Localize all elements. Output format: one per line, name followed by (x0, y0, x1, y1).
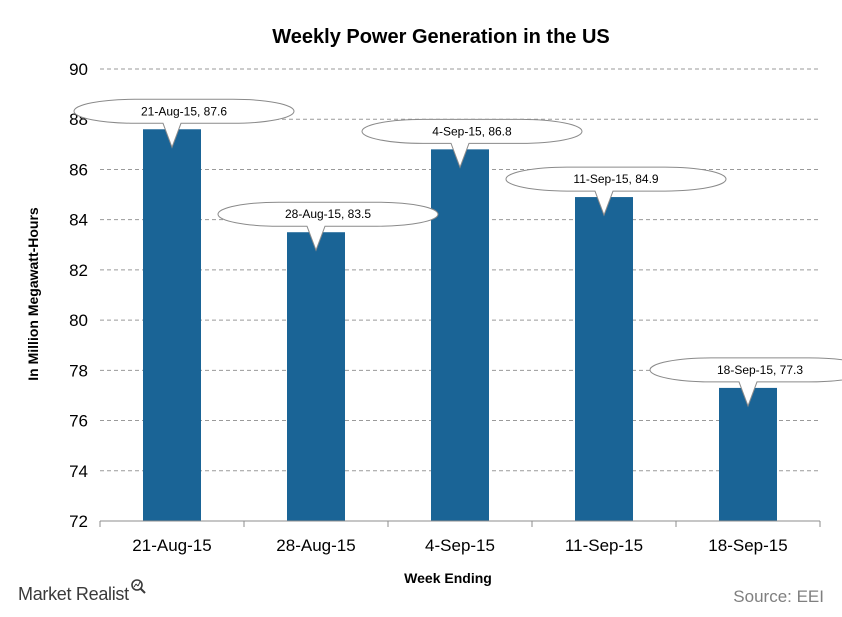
magnifier-icon (131, 579, 146, 594)
y-tick-label: 76 (69, 412, 88, 431)
bar (575, 197, 633, 522)
chart-title: Weekly Power Generation in the US (272, 26, 610, 48)
y-tick-label: 74 (69, 462, 88, 481)
brand-name: Market Realist (18, 584, 129, 604)
y-tick-label: 72 (69, 512, 88, 531)
y-tick-label: 86 (69, 160, 88, 179)
brand-logo: Market Realist (18, 579, 146, 604)
callout-bubble (649, 357, 842, 408)
y-tick-label: 82 (69, 261, 88, 280)
data-label-callout: 28-Aug-15, 83.5 (217, 201, 439, 252)
x-tick-label: 11-Sep-15 (565, 536, 643, 555)
data-label-callout: 4-Sep-15, 86.8 (361, 118, 583, 169)
x-axis-ticks: 21-Aug-15 28-Aug-15 4-Sep-15 11-Sep-15 18-Se… (99, 521, 821, 555)
data-label-callout: 18-Sep-15, 77.3 (649, 357, 842, 408)
bar (287, 232, 345, 521)
y-tick-label: 84 (69, 211, 88, 230)
y-axis-label: In Million Megawatt-Hours (25, 207, 41, 381)
source-note: Source: EEI (733, 587, 824, 606)
callout-bubble (73, 98, 295, 149)
bars (143, 129, 777, 522)
data-label-callout: 21-Aug-15, 87.6 (73, 98, 295, 149)
callout-bubble (217, 201, 439, 252)
x-tick-label: 18-Sep-15 (708, 536, 787, 555)
callout-bubble (361, 118, 583, 169)
x-tick-label: 28-Aug-15 (276, 536, 355, 555)
bar (719, 387, 777, 521)
bar (431, 149, 489, 521)
x-tick-label: 4-Sep-15 (425, 536, 495, 555)
y-tick-label: 90 (69, 60, 88, 79)
x-axis-label: Week Ending (404, 570, 492, 586)
data-labels: 21-Aug-15, 87.6 28-Aug-15, 83.5 4-Sep-15, … (73, 98, 842, 408)
bar (143, 129, 201, 521)
callout-bubble (505, 166, 727, 217)
data-label-callout: 11-Sep-15, 84.9 (505, 166, 727, 217)
data-label: 18-Sep-15, 77.3 (717, 363, 803, 377)
data-label: 4-Sep-15, 86.8 (432, 124, 512, 138)
data-label: 21-Aug-15, 87.6 (141, 104, 227, 118)
data-label: 28-Aug-15, 83.5 (285, 207, 371, 221)
y-tick-label: 80 (69, 311, 88, 330)
data-label: 11-Sep-15, 84.9 (573, 172, 658, 186)
x-tick-label: 21-Aug-15 (132, 536, 211, 555)
y-tick-label: 78 (69, 361, 88, 380)
